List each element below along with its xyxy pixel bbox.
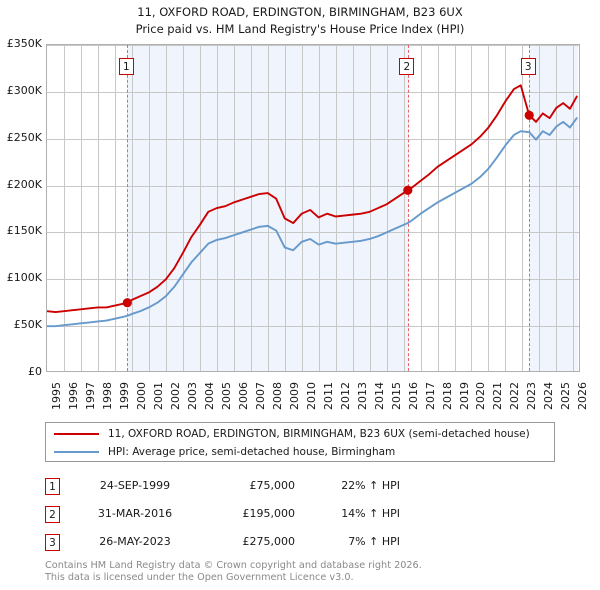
legend-color-swatch-hpi	[54, 451, 99, 453]
y-axis-tick-label: £250K	[6, 130, 42, 144]
gridline-vertical	[353, 45, 354, 371]
event-line-3	[529, 45, 531, 371]
event-badge-2[interactable]: 2	[399, 58, 415, 75]
shaded-period-2	[529, 45, 579, 371]
gridline-vertical	[522, 45, 523, 371]
transaction-point-1[interactable]	[122, 298, 132, 308]
gridline-vertical	[149, 45, 150, 371]
gridline-horizontal	[47, 326, 579, 327]
y-axis-tick-label: £300K	[6, 83, 42, 97]
transaction-hpi-delta-2: 14% ↑ HPI	[341, 507, 400, 520]
gridline-horizontal	[47, 186, 579, 187]
title-line-1: 11, OXFORD ROAD, ERDINGTON, BIRMINGHAM, …	[137, 5, 463, 19]
transaction-price-3: £275,000	[242, 535, 296, 548]
gridline-vertical	[573, 45, 574, 371]
gridline-vertical	[166, 45, 167, 371]
table-row: 1 24-SEP-1999 £75,000 22% ↑ HPI	[45, 476, 445, 498]
transaction-badge-2: 2	[45, 506, 60, 523]
gridline-vertical	[234, 45, 235, 371]
page-title: 11, OXFORD ROAD, ERDINGTON, BIRMINGHAM, …	[0, 4, 600, 38]
gridline-vertical	[421, 45, 422, 371]
gridline-vertical	[539, 45, 540, 371]
y-axis-tick-label: £200K	[6, 177, 42, 191]
legend-label-property: 11, OXFORD ROAD, ERDINGTON, BIRMINGHAM, …	[108, 428, 530, 440]
gridline-vertical	[505, 45, 506, 371]
gridline-vertical	[98, 45, 99, 371]
transaction-hpi-delta-3: 7% ↑ HPI	[348, 535, 400, 548]
gridline-vertical	[251, 45, 252, 371]
transaction-date-1: 24-SEP-1999	[99, 479, 171, 492]
transaction-hpi-delta-1: 22% ↑ HPI	[341, 479, 400, 492]
event-badge-1[interactable]: 1	[118, 58, 134, 75]
gridline-vertical	[556, 45, 557, 371]
gridline-horizontal	[47, 139, 579, 140]
series-container	[47, 84, 578, 328]
table-row: 2 31-MAR-2016 £195,000 14% ↑ HPI	[45, 504, 445, 526]
event-badge-3[interactable]: 3	[520, 58, 536, 75]
y-axis-tick-label: £50K	[13, 318, 42, 332]
gridline-vertical	[268, 45, 269, 371]
price-chart-plot	[46, 44, 580, 372]
transaction-badge-1: 1	[45, 478, 60, 495]
y-axis-tick-label: £0	[28, 365, 42, 378]
gridline-vertical	[471, 45, 472, 371]
transaction-point-3[interactable]	[524, 110, 534, 120]
footer-line-2: This data is licensed under the Open Gov…	[45, 571, 354, 583]
y-axis-tick-label: £350K	[6, 37, 42, 50]
gridline-vertical	[319, 45, 320, 371]
gridline-vertical	[336, 45, 337, 371]
gridline-vertical	[404, 45, 405, 371]
gridline-vertical	[387, 45, 388, 371]
gridline-vertical	[370, 45, 371, 371]
legend-label-hpi: HPI: Average price, semi-detached house,…	[108, 446, 396, 458]
event-line-1	[127, 45, 129, 371]
gridline-horizontal	[47, 45, 579, 46]
legend-item-property: 11, OXFORD ROAD, ERDINGTON, BIRMINGHAM, …	[46, 424, 530, 444]
gridline-horizontal	[47, 279, 579, 280]
transaction-badge-3: 3	[45, 534, 60, 551]
gridline-vertical	[302, 45, 303, 371]
gridline-vertical	[115, 45, 116, 371]
series-line	[47, 117, 578, 328]
legend-color-swatch-property	[54, 433, 99, 435]
y-axis-tick-label: £150K	[6, 224, 42, 238]
gridline-horizontal	[47, 92, 579, 93]
transaction-date-2: 31-MAR-2016	[97, 507, 173, 520]
transaction-price-1: £75,000	[249, 479, 296, 492]
shaded-period-1	[127, 45, 408, 371]
footer-attribution: Contains HM Land Registry data © Crown c…	[45, 560, 565, 583]
chart-legend: 11, OXFORD ROAD, ERDINGTON, BIRMINGHAM, …	[45, 422, 555, 462]
y-axis-tick-label: £100K	[6, 271, 42, 285]
gridline-vertical	[183, 45, 184, 371]
gridline-vertical	[200, 45, 201, 371]
gridline-vertical	[438, 45, 439, 371]
transaction-date-3: 26-MAY-2023	[99, 535, 171, 548]
table-row: 3 26-MAY-2023 £275,000 7% ↑ HPI	[45, 532, 445, 554]
title-line-2: Price paid vs. HM Land Registry's House …	[135, 22, 465, 36]
gridline-horizontal	[47, 232, 579, 233]
gridline-vertical	[455, 45, 456, 371]
gridline-vertical	[488, 45, 489, 371]
legend-item-hpi: HPI: Average price, semi-detached house,…	[46, 442, 395, 462]
gridline-vertical	[132, 45, 133, 371]
footer-line-1: Contains HM Land Registry data © Crown c…	[45, 560, 422, 571]
gridline-vertical	[81, 45, 82, 371]
gridline-vertical	[64, 45, 65, 371]
transaction-price-2: £195,000	[242, 507, 296, 520]
event-line-2	[407, 45, 409, 371]
series-line	[47, 84, 578, 314]
transaction-point-2[interactable]	[403, 185, 413, 195]
gridline-vertical	[285, 45, 286, 371]
